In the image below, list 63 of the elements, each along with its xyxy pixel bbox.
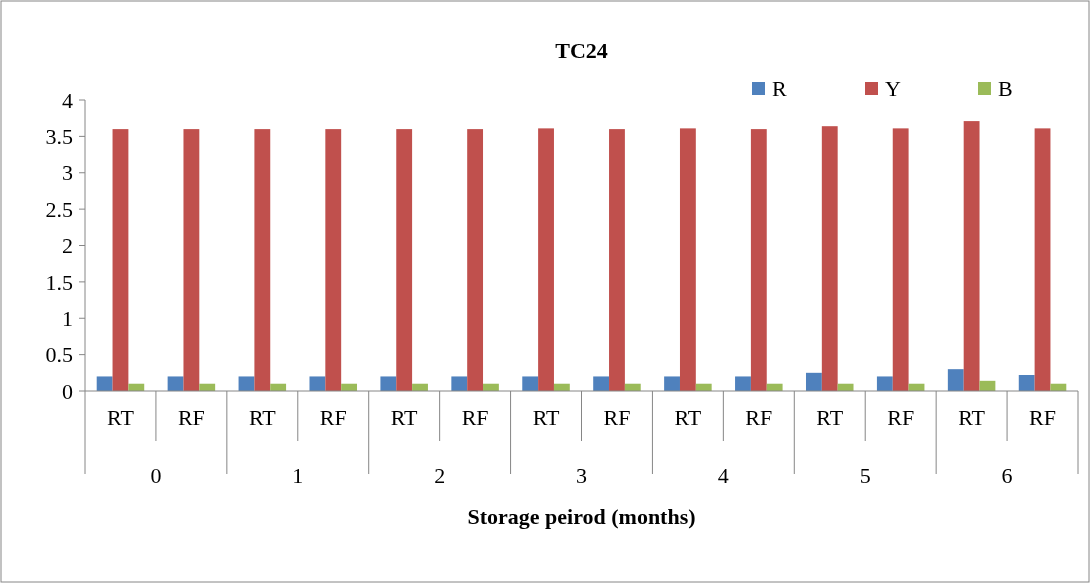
bar (112, 129, 129, 391)
bar (1018, 375, 1035, 391)
y-tick-label: 1 (62, 305, 73, 331)
bar (963, 121, 980, 391)
y-tick-label: 3 (62, 160, 73, 186)
y-tick-label: 1.5 (45, 269, 73, 295)
bar (947, 369, 964, 391)
bar (892, 128, 909, 391)
bar (183, 129, 200, 391)
bar (467, 129, 484, 391)
bar (805, 372, 822, 391)
x-tick-label: RT (674, 405, 702, 430)
bar (396, 129, 413, 391)
text: 3 (576, 463, 587, 488)
y-tick-label: 0.5 (45, 342, 73, 368)
bar (1034, 128, 1051, 391)
bar (167, 376, 184, 391)
y-tick-label: 2 (62, 233, 73, 259)
text: 2 (434, 463, 446, 488)
bar (664, 376, 680, 391)
bar (325, 129, 342, 391)
bar (96, 376, 113, 391)
y-tick-label: 3.5 (45, 124, 73, 150)
bar (593, 376, 610, 391)
bar (821, 126, 838, 391)
x-tick-label: RF (603, 405, 631, 430)
x-tick-label: RT (532, 405, 560, 430)
bar (380, 376, 397, 391)
x-tick-label: RF (461, 405, 489, 430)
y-tick-label: 0 (62, 378, 73, 404)
bar (309, 376, 326, 391)
bar (254, 129, 271, 391)
text: 4 (717, 463, 729, 488)
bar (538, 128, 554, 391)
bar (238, 376, 255, 391)
legend-label: Y (885, 75, 901, 101)
x-tick-label: RF (319, 405, 347, 430)
x-tick-label: RF (1029, 405, 1056, 430)
x-tick-label: RT (390, 405, 419, 430)
x-tick-label: RF (887, 405, 915, 430)
x-axis-title: Storage peirod (months) (467, 504, 696, 529)
bar (750, 129, 767, 391)
bar (679, 128, 696, 391)
legend-label: B (998, 75, 1013, 101)
text: 1 (292, 463, 304, 488)
bar (876, 376, 893, 391)
bar (609, 129, 625, 391)
x-tick-label: RT (107, 405, 135, 430)
chart-title: TC24 (555, 38, 608, 63)
text: 5 (859, 463, 871, 488)
bar (735, 376, 751, 391)
x-tick-label: RT (816, 405, 844, 430)
y-tick-label: 2.5 (45, 196, 73, 222)
text: 0 (150, 463, 162, 488)
bar (522, 376, 539, 391)
x-tick-label: RF (745, 405, 773, 430)
x-tick-label: RF (177, 405, 205, 430)
bar (451, 376, 468, 391)
y-tick-label: 4 (62, 87, 73, 113)
x-tick-label: RT (958, 405, 986, 430)
x-tick-label: RT (248, 405, 277, 430)
legend-label: R (772, 75, 787, 101)
text: 6 (1001, 463, 1013, 488)
